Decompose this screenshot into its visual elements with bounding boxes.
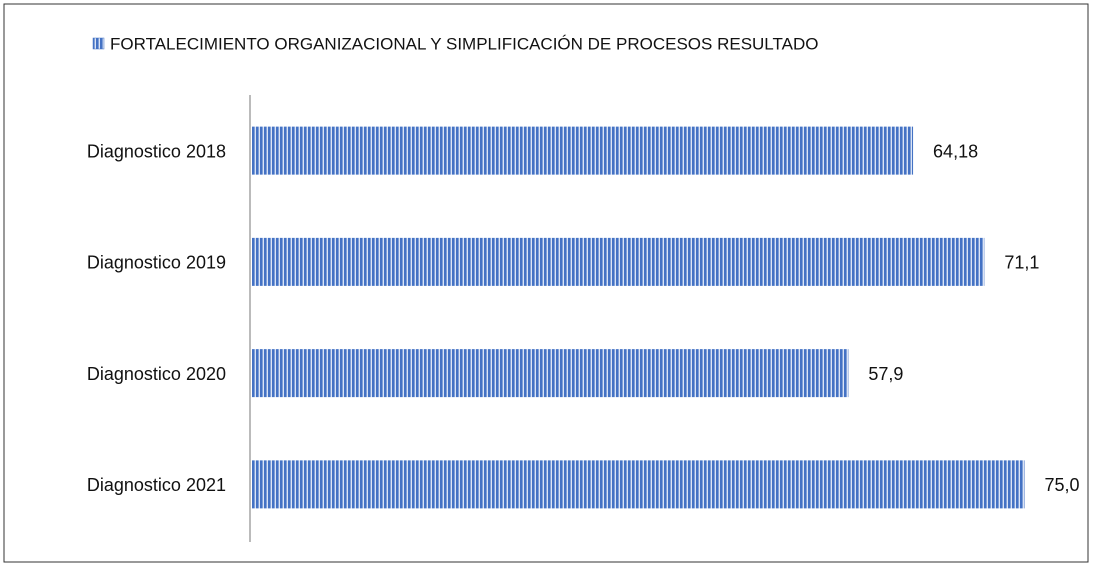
value-label: 57,9: [868, 364, 903, 384]
category-label: Diagnostico 2019: [87, 253, 226, 273]
bar: [252, 237, 985, 286]
category-label: Diagnostico 2020: [87, 364, 226, 384]
bar: [252, 460, 1025, 509]
value-label: 75,0: [1045, 475, 1080, 495]
legend-label: FORTALECIMIENTO ORGANIZACIONAL Y SIMPLIF…: [110, 34, 818, 53]
frame: [3, 3, 1089, 563]
legend-swatch: [92, 37, 105, 50]
category-label: Diagnostico 2018: [87, 141, 226, 161]
value-label: 71,1: [1004, 253, 1039, 273]
value-label: 64,18: [933, 141, 978, 161]
bar: [252, 126, 914, 175]
category-label: Diagnostico 2021: [87, 475, 226, 495]
bar: [252, 349, 849, 398]
